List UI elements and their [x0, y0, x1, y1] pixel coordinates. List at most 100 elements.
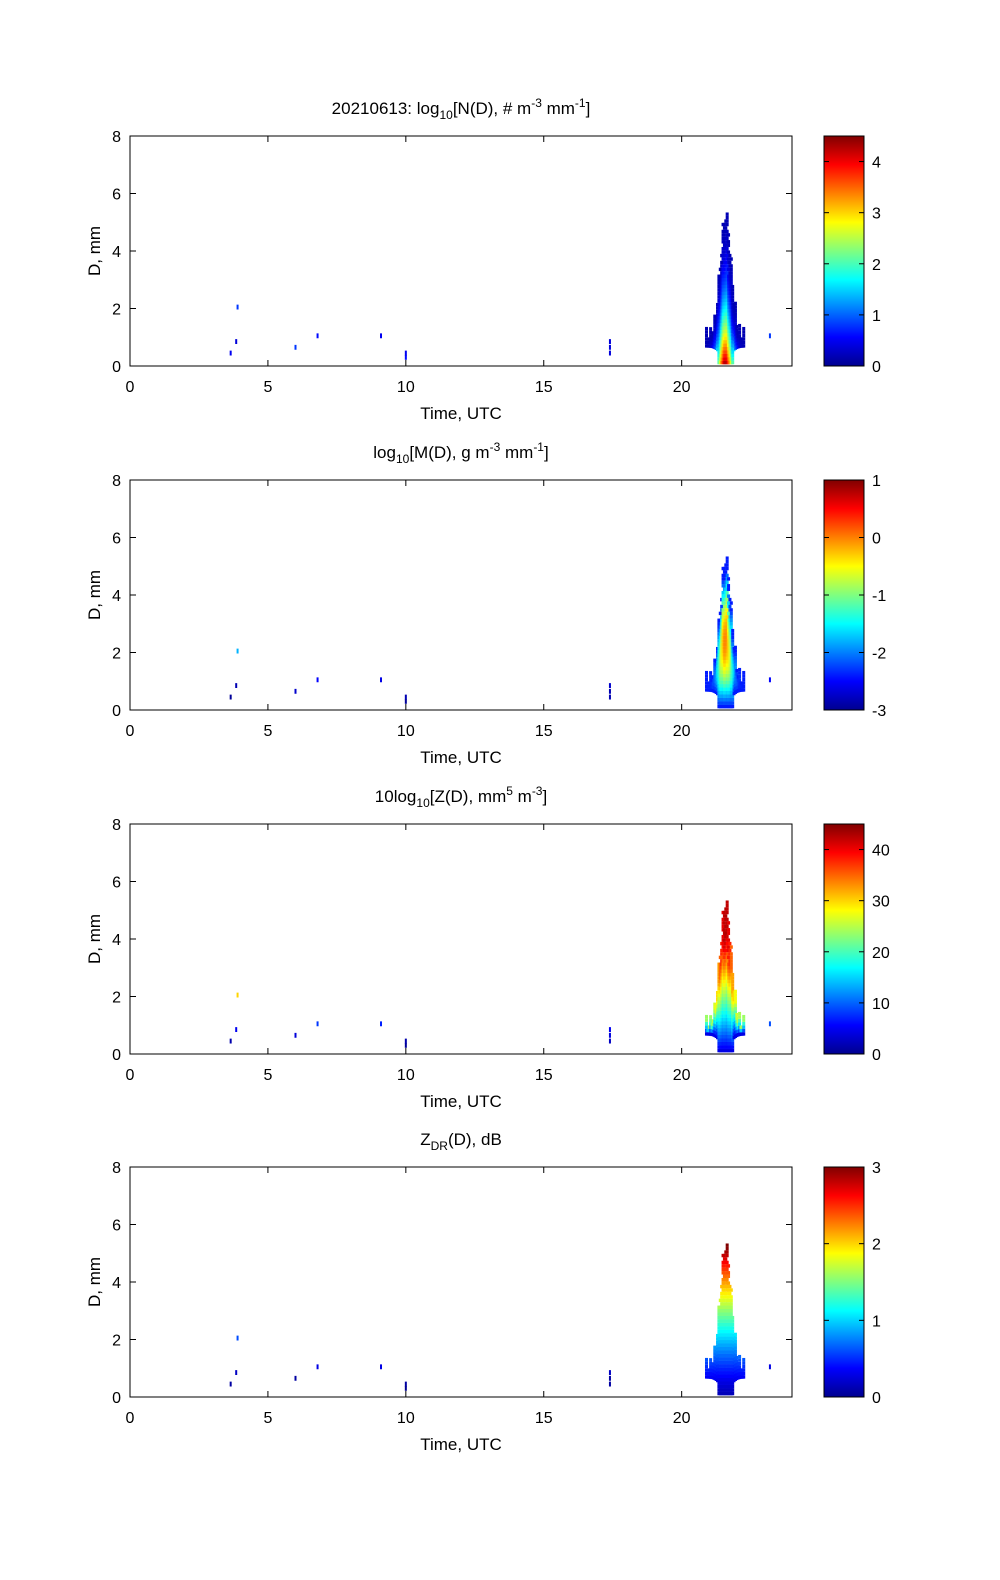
storm-cell [742, 1375, 746, 1379]
axes-box [129, 1166, 793, 1398]
axes-box [129, 823, 793, 1055]
title-subscript: 10 [396, 452, 410, 466]
data-cell [380, 1364, 383, 1370]
storm-cell [704, 1018, 708, 1022]
storm-cell [729, 267, 733, 272]
storm-cell [733, 1006, 737, 1011]
data-cell [235, 1027, 238, 1033]
storm-cell [729, 622, 733, 626]
storm-cell [725, 903, 729, 908]
storm-cell [704, 670, 708, 675]
colorbar-tick-label: 20 [872, 945, 890, 962]
storm-cell [729, 615, 733, 619]
storm-cell [731, 976, 735, 980]
storm-cell [729, 945, 733, 949]
y-axis-label: D, mm [85, 1257, 104, 1307]
storm-cell [704, 1361, 708, 1365]
x-tick-label: 15 [535, 379, 553, 396]
storm-cell [725, 222, 729, 227]
storm-cell [727, 1271, 731, 1275]
storm-cell [727, 1298, 731, 1303]
title-subscript: DR [431, 1139, 449, 1153]
storm-cell [731, 1315, 735, 1320]
storm-cell [733, 1003, 737, 1007]
storm-cell [728, 1284, 732, 1289]
storm-cell [704, 330, 708, 334]
storm-cell [724, 1274, 728, 1278]
storm-cell [731, 1319, 735, 1323]
storm-cell [731, 704, 735, 709]
colorbar-tick-label: 1 [872, 1313, 881, 1330]
data-cell [229, 1038, 232, 1044]
storm-cell [733, 1332, 737, 1337]
storm-cell [731, 701, 735, 705]
storm-cell [721, 1277, 725, 1282]
data-cell [294, 344, 297, 350]
storm-cell [721, 1302, 725, 1306]
x-tick-label: 10 [397, 379, 415, 396]
storm-cell [733, 666, 737, 670]
storm-cell [709, 671, 713, 675]
data-cell [608, 344, 611, 350]
storm-cell [722, 267, 726, 272]
storm-cell [709, 1015, 713, 1019]
storm-cell [727, 1288, 731, 1292]
storm-cell [729, 601, 733, 605]
colorbar-tick-label: 3 [872, 1160, 881, 1177]
storm-cell [721, 253, 725, 258]
storm-cell [725, 246, 729, 251]
title-superscript: -3 [532, 784, 543, 798]
y-tick-label: 0 [112, 359, 121, 376]
storm-cell [722, 928, 726, 932]
storm-cell [731, 291, 735, 296]
storm-cell [733, 1339, 737, 1344]
storm-cell [724, 604, 728, 609]
y-tick-label: 2 [112, 1333, 121, 1350]
storm-cell [742, 684, 746, 689]
storm-cell [731, 979, 735, 984]
chart-title: log10[M(D), g m-3 mm-1] [373, 440, 548, 466]
y-tick-label: 8 [112, 129, 121, 146]
data-cell [608, 1375, 611, 1381]
data-cell [404, 694, 407, 700]
storm-cell [704, 1025, 708, 1029]
y-tick-label: 8 [112, 1160, 121, 1177]
storm-cell [704, 337, 708, 341]
chart-panel: 20210613: log10[N(D), # m-3 mm-1]0 5 10 15 2… [85, 96, 881, 423]
colorbar-tick-label: 2 [872, 257, 881, 274]
storm-cell [725, 1267, 729, 1272]
storm-cell [735, 1359, 739, 1363]
y-tick-label: 6 [112, 1218, 121, 1235]
storm-cell [725, 580, 729, 585]
storm-cell [731, 986, 735, 991]
storm-cell [729, 625, 733, 629]
storm-cell [725, 615, 729, 619]
data-cell [608, 350, 611, 356]
storm-cell [709, 327, 713, 331]
storm-cell [729, 281, 733, 285]
storm-cell [725, 556, 729, 560]
storm-cell [729, 1309, 733, 1313]
storm-cell [738, 1015, 742, 1019]
colorbar-tick-label: 2 [872, 1237, 881, 1254]
storm-cell [725, 608, 729, 612]
storm-cell [735, 668, 739, 673]
title-superscript: -3 [490, 440, 501, 454]
storm-cell [722, 938, 726, 942]
colorbar [823, 823, 865, 1055]
storm-cell [721, 917, 725, 922]
storm-cell [733, 1349, 737, 1354]
storm-cell [725, 917, 729, 922]
storm-cell [725, 941, 729, 946]
storm-cell [722, 955, 726, 960]
storm-cell [727, 240, 731, 244]
y-axis-label: D, mm [85, 226, 104, 276]
storm-cell [722, 1271, 726, 1275]
storm-cell [729, 611, 733, 616]
storm-cell [742, 326, 746, 331]
x-tick-label: 15 [535, 1410, 553, 1427]
data-cell [608, 1038, 611, 1044]
storm-cell [731, 353, 735, 358]
x-axis-label: Time, UTC [420, 1435, 502, 1454]
storm-cell [725, 219, 729, 223]
